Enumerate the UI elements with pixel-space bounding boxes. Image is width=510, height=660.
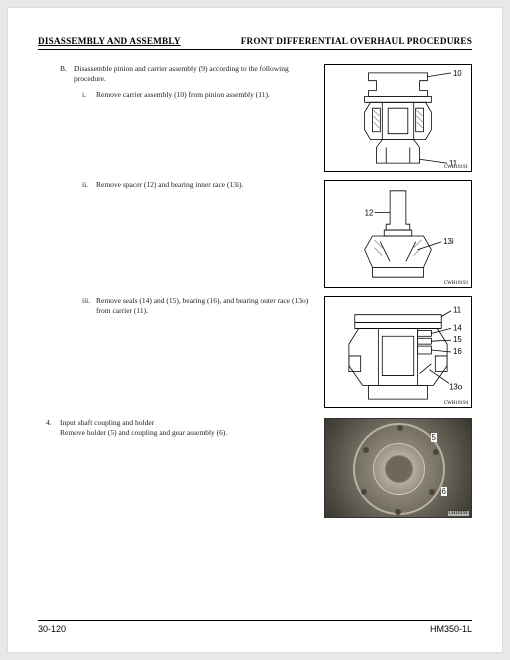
fig3-code: CWH10194: [443, 401, 469, 406]
step-b-letter: B.: [60, 64, 74, 84]
step-4: 4. Input shaft coupling and holder Remov…: [38, 418, 316, 438]
row-step-b: B. Disassemble pinion and carrier assemb…: [38, 64, 472, 172]
fig4-label-5: 5: [431, 433, 437, 442]
fig2-code: CWH10193: [443, 281, 469, 286]
step-b-text: Disassemble pinion and carrier assembly …: [74, 64, 316, 84]
row-step-b-ii: ii. Remove spacer (12) and bearing inner…: [38, 180, 472, 288]
fig3-label-16: 16: [453, 347, 462, 356]
step-b: B. Disassemble pinion and carrier assemb…: [38, 64, 316, 84]
page-body: B. Disassemble pinion and carrier assemb…: [38, 64, 472, 518]
fig4-label-6: 6: [441, 487, 447, 496]
figure-2: 12 13i CWH10193: [324, 180, 472, 288]
step-4-line2: Remove holder (5) and coupling and gear …: [60, 428, 227, 437]
step-b-ii: ii. Remove spacer (12) and bearing inner…: [38, 180, 316, 190]
header-right: FRONT DIFFERENTIAL OVERHAUL PROCEDURES: [241, 36, 472, 46]
step-b-iii-text: Remove seals (14) and (15), bearing (16)…: [96, 296, 316, 316]
figure-4-photo: 5 6 CH10191: [324, 418, 472, 518]
step-4-num: 4.: [46, 418, 60, 438]
fig3-label-14: 14: [453, 323, 462, 332]
text-col-iii: iii. Remove seals (14) and (15), bearing…: [38, 296, 324, 316]
page-header: DISASSEMBLY AND ASSEMBLY FRONT DIFFERENT…: [38, 36, 472, 50]
step-b-i-text: Remove carrier assembly (10) from pinion…: [96, 90, 316, 100]
footer-left: 30-120: [38, 624, 66, 634]
fig3-label-15: 15: [453, 335, 462, 344]
text-col-4: 4. Input shaft coupling and holder Remov…: [38, 418, 324, 438]
fig3-label-11: 11: [453, 306, 461, 315]
fig2-label-13i: 13i: [443, 237, 454, 246]
step-b-i: i. Remove carrier assembly (10) from pin…: [38, 90, 316, 100]
row-step-b-iii: iii. Remove seals (14) and (15), bearing…: [38, 296, 472, 408]
header-left: DISASSEMBLY AND ASSEMBLY: [38, 36, 181, 46]
fig1-label-10: 10: [453, 69, 462, 78]
page: DISASSEMBLY AND ASSEMBLY FRONT DIFFERENT…: [8, 8, 502, 652]
page-footer: 30-120 HM350-1L: [38, 620, 472, 634]
fig4-code: CH10191: [448, 511, 469, 516]
figure-3: 11 14 15 16 13o CWH10194: [324, 296, 472, 408]
fig3-label-13o: 13o: [449, 382, 463, 391]
footer-right: HM350-1L: [430, 624, 472, 634]
step-b-ii-text: Remove spacer (12) and bearing inner rac…: [96, 180, 316, 190]
text-col-b: B. Disassemble pinion and carrier assemb…: [38, 64, 324, 100]
step-b-iii: iii. Remove seals (14) and (15), bearing…: [38, 296, 316, 316]
step-b-iii-num: iii.: [82, 296, 96, 316]
step-b-i-num: i.: [82, 90, 96, 100]
figure-1: 10 11 CWH10191: [324, 64, 472, 172]
step-4-line1: Input shaft coupling and holder: [60, 418, 154, 427]
text-col-ii: ii. Remove spacer (12) and bearing inner…: [38, 180, 324, 190]
fig2-label-12: 12: [365, 208, 374, 217]
fig1-code: CWH10191: [443, 165, 469, 170]
step-b-ii-num: ii.: [82, 180, 96, 190]
step-4-body: Input shaft coupling and holder Remove h…: [60, 418, 316, 438]
row-step-4: 4. Input shaft coupling and holder Remov…: [38, 418, 472, 518]
